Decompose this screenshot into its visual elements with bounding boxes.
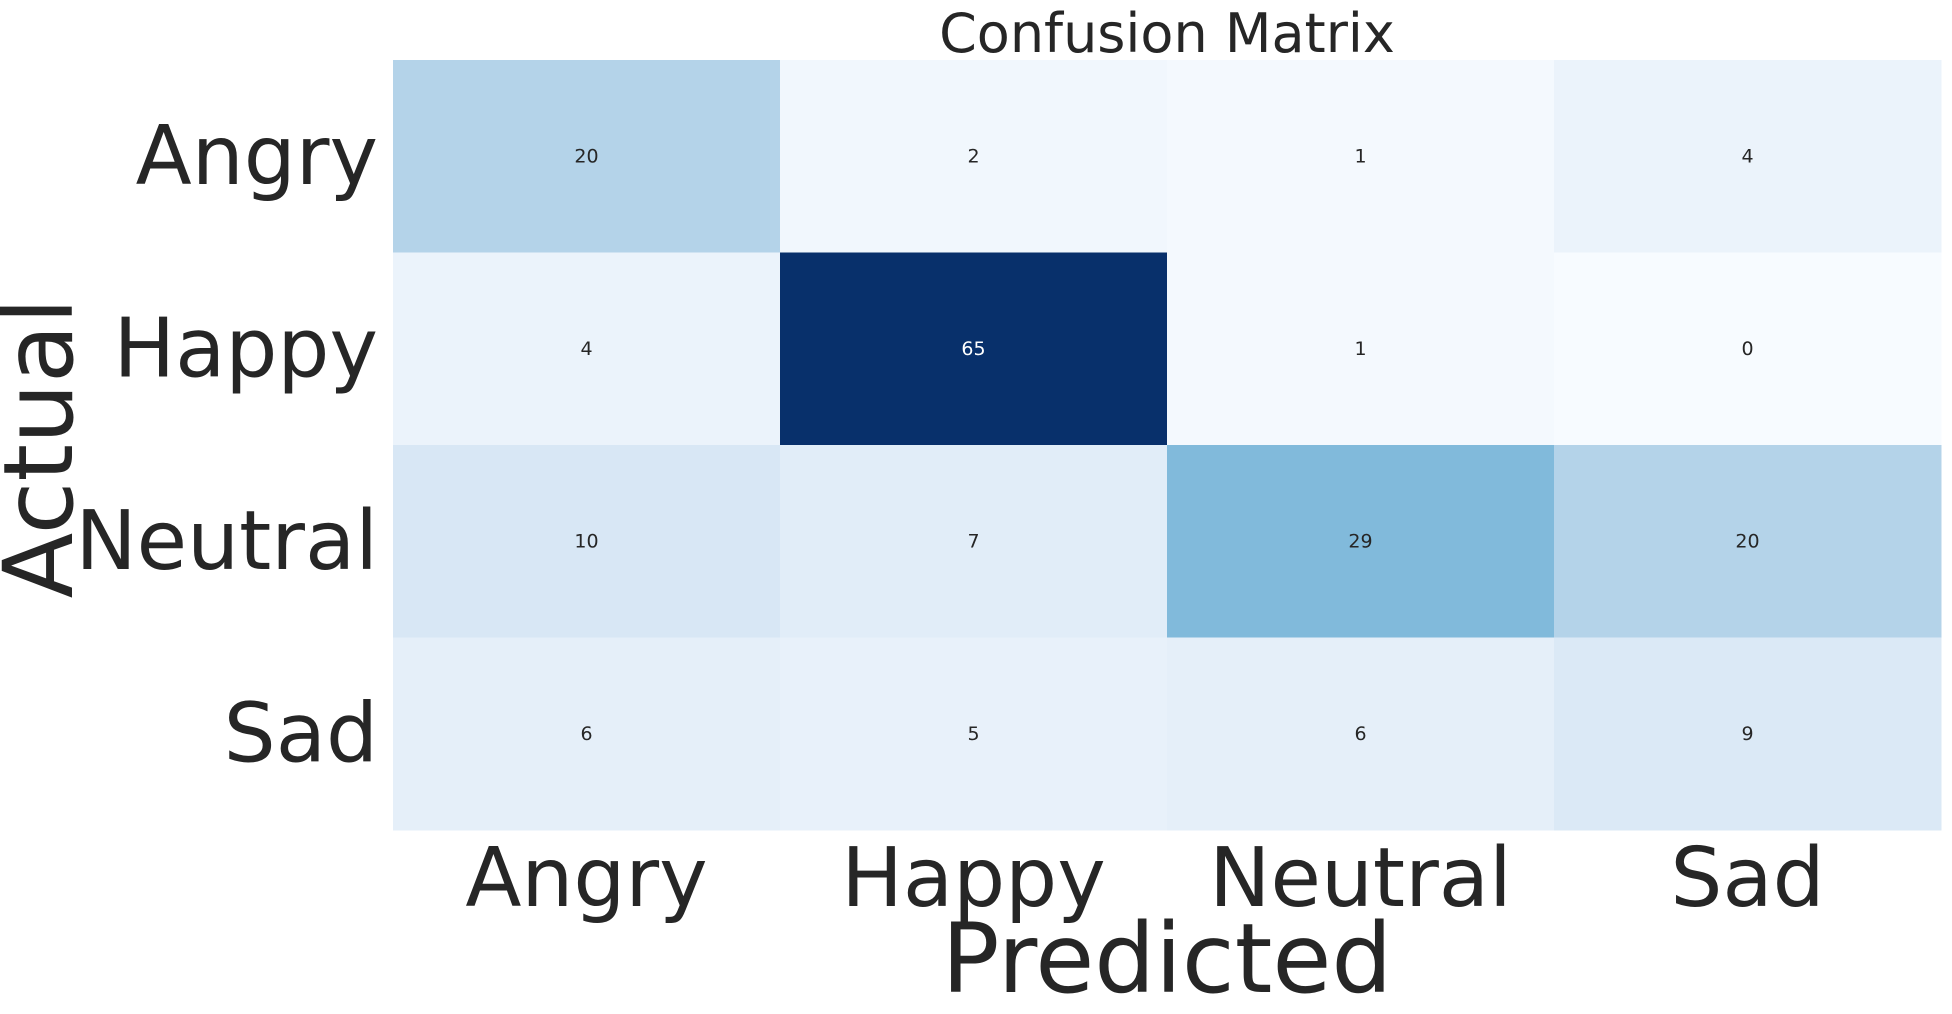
y-axis-tick-labels: Angry Happy Neutral Sad — [75, 109, 378, 782]
y-tick-label-sad: Sad — [224, 686, 378, 781]
heatmap-cells: 20 2 1 44 65 1 010 7 29 206 5 6 9 — [393, 60, 1942, 831]
heatmap-cell-sad-angry — [393, 637, 781, 831]
y-tick-label-neutral: Neutral — [75, 494, 378, 589]
heatmap-cell-neutral-neutral — [1167, 445, 1555, 638]
cell-value-label: 65 — [961, 338, 985, 360]
heatmap-cell-happy-angry — [393, 252, 781, 446]
cell-value-label: 4 — [580, 338, 592, 360]
heatmap-cell-neutral-sad — [1554, 445, 1942, 638]
heatmap-cell-angry-neutral — [1167, 60, 1555, 253]
y-tick-label-happy: Happy — [113, 301, 378, 396]
cell-value-label: 4 — [1741, 145, 1753, 167]
heatmap-cell-happy-happy — [780, 252, 1168, 446]
heatmap-cell-angry-sad — [1554, 60, 1942, 253]
heatmap-cell-happy-sad — [1554, 252, 1942, 446]
cell-value-label: 20 — [1735, 530, 1759, 552]
cell-value-label: 6 — [580, 723, 592, 745]
x-axis-label: Predicted — [942, 903, 1393, 1014]
heatmap-cell-sad-neutral — [1167, 637, 1555, 831]
heatmap-cell-sad-sad — [1554, 637, 1942, 831]
cell-value-label: 0 — [1741, 338, 1753, 360]
heatmap-cell-angry-happy — [780, 60, 1168, 253]
x-tick-label-neutral: Neutral — [1209, 831, 1512, 926]
cell-value-label: 1 — [1354, 145, 1366, 167]
heatmap-cell-neutral-angry — [393, 445, 781, 638]
heatmap-cell-angry-angry — [393, 60, 781, 253]
heatmap-cell-happy-neutral — [1167, 252, 1555, 446]
x-tick-label-sad: Sad — [1670, 831, 1824, 926]
cell-value-label: 10 — [574, 530, 598, 552]
cell-value-label: 6 — [1354, 723, 1366, 745]
chart-title: Confusion Matrix — [939, 2, 1395, 65]
cell-value-label: 7 — [967, 530, 979, 552]
cell-value-label: 5 — [967, 723, 979, 745]
cell-value-label: 9 — [1741, 723, 1753, 745]
x-tick-label-happy: Happy — [841, 831, 1106, 926]
y-axis-label: Actual — [0, 298, 95, 599]
cell-value-label: 2 — [967, 145, 979, 167]
cell-value-label: 29 — [1348, 530, 1372, 552]
heatmap-cell-neutral-happy — [780, 445, 1168, 638]
cell-value-label: 20 — [574, 145, 598, 167]
cell-value-label: 1 — [1354, 338, 1366, 360]
x-axis-tick-labels: Angry Happy Neutral Sad — [465, 831, 1824, 926]
heatmap-cell-sad-happy — [780, 637, 1168, 831]
y-tick-label-angry: Angry — [136, 109, 378, 204]
x-tick-label-angry: Angry — [465, 831, 707, 926]
